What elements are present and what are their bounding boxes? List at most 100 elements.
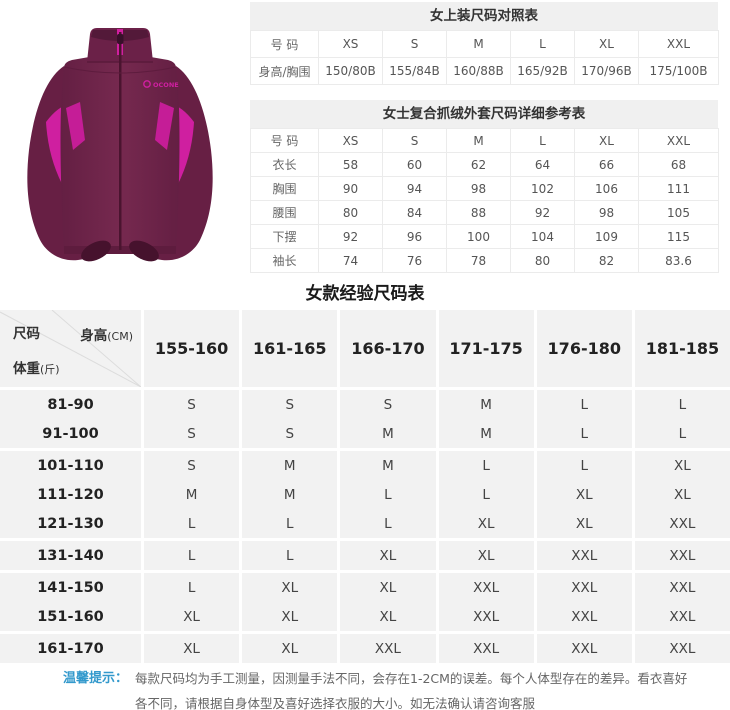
top-size-table: 女上装尺码对照表 号 码 XS S M L XL XXL 身高/胸围 150/80B 155/84… xyxy=(250,2,719,85)
recommended-size-cell: L xyxy=(634,419,730,448)
measure-value-cell: 80 xyxy=(318,200,383,225)
recommended-size-cell: L xyxy=(242,541,338,570)
size-data-row: 身高/胸围 150/80B 155/84B 160/88B 165/92B 170/96B… xyxy=(250,57,719,85)
recommended-size-cell: L xyxy=(340,509,436,538)
size-header-cell: 号 码 xyxy=(250,128,319,153)
recommended-size-cell: M xyxy=(242,451,338,480)
weight-range-cell: 121-130 xyxy=(0,509,141,538)
measure-value-cell: 170/96B xyxy=(574,57,639,85)
experience-table-row: 161-170 XL XL XXL XXL XXL XXL xyxy=(0,634,730,663)
experience-table-row: 151-160 XL XL XL XXL XXL XXL xyxy=(0,602,730,631)
size-header-cell: S xyxy=(382,128,447,153)
measure-value-cell: 84 xyxy=(382,200,447,225)
size-header-row: 号 码 XS S M L XL XXL xyxy=(250,30,719,58)
jacket-shoulder-seam xyxy=(63,66,177,74)
size-data-row: 下摆 92 96 100 104 109 115 xyxy=(250,224,719,249)
corner-size-label: 尺码 xyxy=(13,326,40,342)
weight-range-cell: 101-110 xyxy=(0,451,141,480)
size-data-row: 衣长 58 60 62 64 66 68 xyxy=(250,152,719,177)
recommended-size-cell: XXL xyxy=(438,573,534,602)
recommended-size-cell: XL xyxy=(144,602,240,631)
measure-value-cell: 90 xyxy=(318,176,383,201)
measure-value-cell: 109 xyxy=(574,224,639,249)
measure-value-cell: 88 xyxy=(446,200,511,225)
size-header-cell: XXL xyxy=(638,128,719,153)
recommended-size-cell: XL xyxy=(242,602,338,631)
height-range-header-cell: 181-185 xyxy=(634,310,730,387)
measure-value-cell: 150/80B xyxy=(318,57,383,85)
weight-range-cell: 131-140 xyxy=(0,541,141,570)
recommended-size-cell: L xyxy=(144,509,240,538)
size-data-row: 袖长 74 76 78 80 82 83.6 xyxy=(250,248,719,273)
recommended-size-cell: S xyxy=(242,390,338,419)
experience-table-row: 141-150 L XL XL XXL XXL XXL xyxy=(0,573,730,602)
recommended-size-cell: XL xyxy=(144,634,240,663)
measure-value-cell: 60 xyxy=(382,152,447,177)
recommended-size-cell: S xyxy=(242,419,338,448)
top-size-table-title: 女上装尺码对照表 xyxy=(250,2,718,30)
height-range-header-cell: 161-165 xyxy=(242,310,338,387)
size-header-cell: XL xyxy=(574,30,639,58)
measure-value-cell: 82 xyxy=(574,248,639,273)
measure-value-cell: 76 xyxy=(382,248,447,273)
measure-value-cell: 83.6 xyxy=(638,248,719,273)
recommended-size-cell: XXL xyxy=(634,573,730,602)
recommended-size-cell: L xyxy=(438,451,534,480)
size-header-cell: L xyxy=(510,128,575,153)
measure-value-cell: 111 xyxy=(638,176,719,201)
weight-range-cell: 161-170 xyxy=(0,634,141,663)
recommended-size-cell: XXL xyxy=(536,541,632,570)
recommended-size-cell: S xyxy=(340,390,436,419)
measure-value-cell: 64 xyxy=(510,152,575,177)
size-header-cell: S xyxy=(382,30,447,58)
measure-label-cell: 下摆 xyxy=(250,224,319,249)
recommended-size-cell: M xyxy=(340,419,436,448)
recommended-size-cell: L xyxy=(340,480,436,509)
detail-size-table: 女士复合抓绒外套尺码详细参考表 号 码 XS S M L XL XXL 衣长 58 60 62 64 6… xyxy=(250,100,719,273)
height-range-header-cell: 171-175 xyxy=(438,310,534,387)
recommended-size-cell: XXL xyxy=(438,634,534,663)
measure-value-cell: 74 xyxy=(318,248,383,273)
recommended-size-cell: XXL xyxy=(340,634,436,663)
size-data-row: 腰围 80 84 88 92 98 105 xyxy=(250,200,719,225)
recommended-size-cell: S xyxy=(144,390,240,419)
experience-table-row: 101-110 S M M L L XL xyxy=(0,451,730,480)
size-header-cell: M xyxy=(446,128,511,153)
tips: 温馨提示： 每款尺码均为手工测量，因测量手法不同，会存在1-2CM的误差。每个人… xyxy=(0,666,730,710)
measure-value-cell: 62 xyxy=(446,152,511,177)
recommended-size-cell: XL xyxy=(340,541,436,570)
measure-value-cell: 92 xyxy=(318,224,383,249)
jacket-right-cuff xyxy=(129,240,159,262)
weight-range-cell: 111-120 xyxy=(0,480,141,509)
svg-text:OCONE: OCONE xyxy=(153,81,179,89)
height-range-header-cell: 176-180 xyxy=(536,310,632,387)
recommended-size-cell: XL xyxy=(438,541,534,570)
experience-size-table-title: 女款经验尺码表 xyxy=(305,284,425,304)
tips-line-2: 各不同，请根据自身体型及喜好选择衣服的大小。如无法确认请咨询客服 xyxy=(135,696,536,710)
recommended-size-cell: M xyxy=(144,480,240,509)
recommended-size-cell: L xyxy=(144,573,240,602)
size-data-row: 胸围 90 94 98 102 106 111 xyxy=(250,176,719,201)
recommended-size-cell: L xyxy=(634,390,730,419)
corner-height-label: 身高(CM) xyxy=(80,328,133,344)
measure-value-cell: 78 xyxy=(446,248,511,273)
measure-label-cell: 身高/胸围 xyxy=(250,57,319,85)
jacket-illustration: OCONE xyxy=(27,28,213,262)
recommended-size-cell: XL xyxy=(242,573,338,602)
measure-label-cell: 衣长 xyxy=(250,152,319,177)
recommended-size-cell: L xyxy=(144,541,240,570)
experience-table-row: 131-140 L L XL XL XXL XXL xyxy=(0,541,730,570)
detail-size-table-title: 女士复合抓绒外套尺码详细参考表 xyxy=(250,100,718,128)
size-header-cell: XS xyxy=(318,128,383,153)
recommended-size-cell: XXL xyxy=(634,634,730,663)
measure-value-cell: 105 xyxy=(638,200,719,225)
size-header-cell: XS xyxy=(318,30,383,58)
experience-table-body: 81-90 S S S M L L 91-100 S S M M L L 101-110 S M M L L XL 111… xyxy=(0,390,730,663)
measure-value-cell: 92 xyxy=(510,200,575,225)
recommended-size-cell: XL xyxy=(340,602,436,631)
measure-value-cell: 80 xyxy=(510,248,575,273)
measure-value-cell: 160/88B xyxy=(446,57,511,85)
corner-cell: 尺码 身高(CM) 体重(斤) xyxy=(0,310,141,387)
weight-range-cell: 141-150 xyxy=(0,573,141,602)
